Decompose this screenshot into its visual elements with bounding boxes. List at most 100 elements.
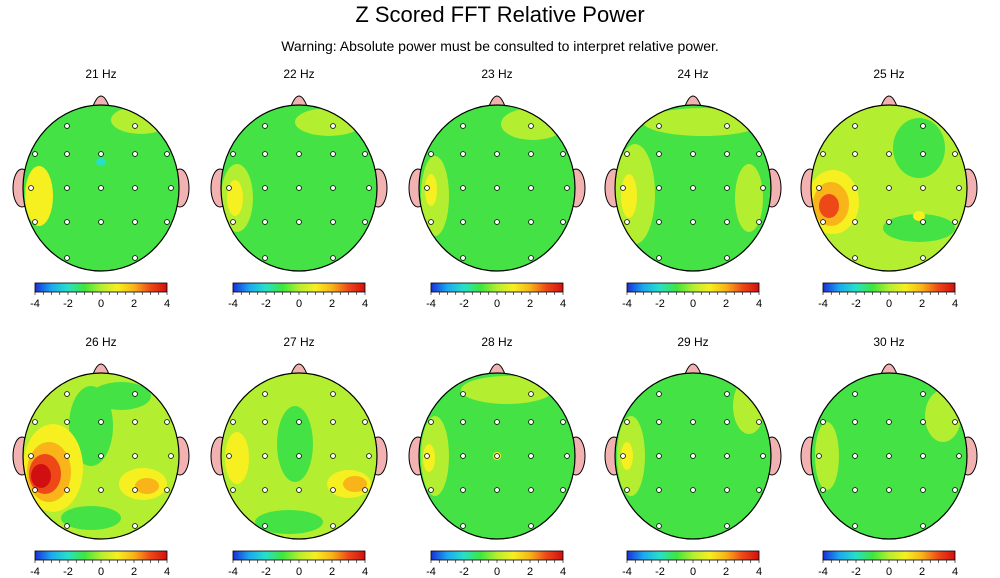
electrode — [98, 453, 104, 459]
frequency-label: 22 Hz — [283, 67, 314, 81]
electrode — [366, 453, 372, 459]
electrode — [528, 255, 534, 261]
electrode — [624, 219, 630, 225]
electrode — [168, 185, 174, 191]
electrode — [816, 185, 822, 191]
power-region — [425, 174, 437, 206]
electrode — [886, 185, 892, 191]
electrode — [230, 219, 236, 225]
chart-subtitle: Warning: Absolute power must be consulte… — [281, 38, 719, 54]
head-outline — [418, 104, 576, 272]
electrode — [164, 219, 170, 225]
electrode — [560, 151, 566, 157]
colorbar-tick-label: -4 — [30, 298, 40, 310]
colorbar-tick-label: 0 — [494, 298, 500, 310]
electrode — [852, 219, 858, 225]
electrode — [296, 219, 302, 225]
electrode — [560, 419, 566, 425]
colorbar-tick-label: 0 — [296, 298, 302, 310]
electrode — [528, 487, 534, 493]
colorbar-tick-label: 0 — [690, 298, 696, 310]
frequency-label: 29 Hz — [677, 335, 708, 349]
electrode — [132, 185, 138, 191]
colorbar — [430, 282, 564, 293]
electrode — [230, 419, 236, 425]
colorbar-tick-label: -4 — [426, 298, 436, 310]
electrode — [852, 453, 858, 459]
electrode — [620, 185, 626, 191]
power-region — [733, 378, 765, 434]
topomap-5: 25 Hz -4 -2 0 2 4 — [800, 67, 978, 310]
colorbar-tick-label: 4 — [756, 566, 762, 578]
electrode — [724, 185, 730, 191]
electrode — [886, 151, 892, 157]
electrode — [724, 487, 730, 493]
electrode — [756, 151, 762, 157]
electrode — [28, 453, 34, 459]
electrode — [724, 419, 730, 425]
electrode — [262, 255, 268, 261]
electrode — [362, 487, 368, 493]
electrode — [362, 151, 368, 157]
electrode — [262, 219, 268, 225]
colorbar-tick-label: 0 — [886, 298, 892, 310]
colorbar-tick-label: 4 — [362, 566, 368, 578]
power-region — [91, 382, 151, 410]
electrode — [64, 453, 70, 459]
electrode — [952, 419, 958, 425]
colorbar-tick-label: 2 — [919, 566, 925, 578]
power-region — [61, 506, 121, 530]
electrode — [656, 487, 662, 493]
electrode — [132, 523, 138, 529]
electrode — [852, 419, 858, 425]
frequency-label: 24 Hz — [677, 67, 708, 81]
electrode — [262, 419, 268, 425]
topomap-10: 30 Hz -4 -2 0 2 4 — [800, 335, 978, 578]
electrode — [132, 123, 138, 129]
electrode — [64, 185, 70, 191]
electrode — [956, 185, 962, 191]
electrode — [624, 487, 630, 493]
electrode — [528, 185, 534, 191]
electrode — [64, 419, 70, 425]
power-region — [461, 376, 553, 404]
power-region — [225, 432, 249, 484]
electrode — [760, 453, 766, 459]
electrode — [230, 487, 236, 493]
power-region — [621, 442, 633, 470]
electrode — [98, 419, 104, 425]
topomap-4: 24 Hz -4 -2 0 2 4 — [604, 67, 782, 310]
electrode — [262, 185, 268, 191]
colorbar-tick-label: -2 — [459, 566, 469, 578]
electrode — [132, 453, 138, 459]
electrode — [528, 523, 534, 529]
electrode — [656, 123, 662, 129]
electrode — [460, 419, 466, 425]
electrode — [428, 219, 434, 225]
colorbar-tick-label: 2 — [131, 566, 137, 578]
power-region — [883, 214, 955, 242]
electrode — [494, 151, 500, 157]
electrode — [820, 487, 826, 493]
colorbar-tick-label: 2 — [329, 298, 335, 310]
electrode — [460, 453, 466, 459]
electrode — [852, 391, 858, 397]
head-outline — [614, 104, 772, 272]
electrode — [690, 219, 696, 225]
electrode — [330, 185, 336, 191]
electrode — [528, 151, 534, 157]
electrode — [956, 453, 962, 459]
electrode — [424, 185, 430, 191]
electrode — [226, 453, 232, 459]
head-outline — [220, 372, 378, 540]
electrode — [98, 487, 104, 493]
electrode — [952, 219, 958, 225]
power-region — [621, 174, 637, 218]
electrode — [460, 123, 466, 129]
power-region — [25, 166, 53, 226]
frequency-label: 23 Hz — [481, 67, 512, 81]
electrode — [64, 123, 70, 129]
electrode — [460, 219, 466, 225]
electrode — [494, 453, 500, 459]
power-region — [501, 108, 565, 140]
